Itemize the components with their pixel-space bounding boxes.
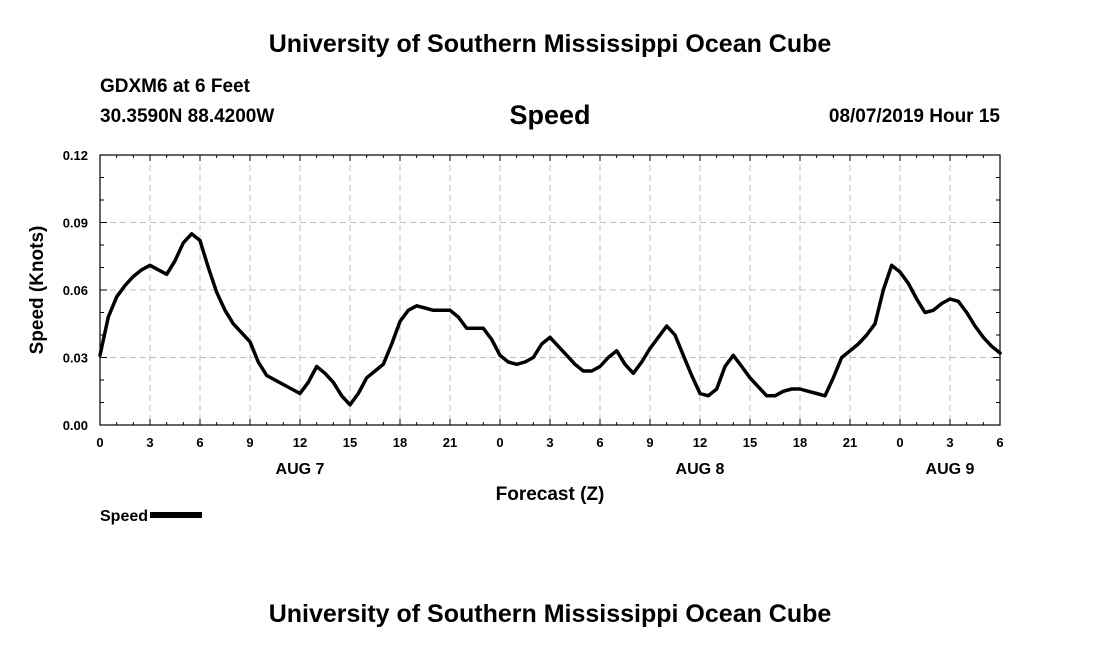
x-tick-label: 21 xyxy=(443,435,457,450)
day-label: AUG 7 xyxy=(276,461,325,478)
y-axis-title: Speed (Knots) xyxy=(27,226,48,355)
x-tick-label: 0 xyxy=(896,435,903,450)
x-tick-label: 9 xyxy=(646,435,653,450)
series-line-speed xyxy=(98,232,1002,407)
x-axis-title: Forecast (Z) xyxy=(496,484,605,505)
x-tick-label: 3 xyxy=(146,435,153,450)
y-tick-label: 0.09 xyxy=(63,216,88,231)
station-label: GDXM6 at 6 Feet xyxy=(100,76,250,97)
x-tick-label: 12 xyxy=(693,435,707,450)
day-label: AUG 8 xyxy=(676,461,725,478)
x-tick-label: 15 xyxy=(343,435,357,450)
x-tick-label: 9 xyxy=(246,435,253,450)
day-label: AUG 9 xyxy=(926,461,975,478)
x-tick-label: 18 xyxy=(393,435,407,450)
legend-label: Speed xyxy=(100,508,149,525)
x-tick-label: 18 xyxy=(793,435,807,450)
x-tick-label: 15 xyxy=(743,435,757,450)
legend: Speed xyxy=(100,508,203,526)
x-tick-label: 6 xyxy=(596,435,603,450)
page-title: University of Southern Mississippi Ocean… xyxy=(268,30,832,58)
x-tick-label: 3 xyxy=(546,435,553,450)
y-tick-label: 0.03 xyxy=(63,351,88,366)
x-tick-label: 3 xyxy=(946,435,953,450)
x-tick-label: 0 xyxy=(96,435,103,450)
x-tick-label: 6 xyxy=(196,435,203,450)
y-tick-label: 0.00 xyxy=(63,418,88,433)
legend-swatch xyxy=(150,511,203,518)
footer-title: University of Southern Mississippi Ocean… xyxy=(268,600,832,628)
y-tick-label: 0.06 xyxy=(63,283,88,298)
x-tick-label: 21 xyxy=(843,435,857,450)
chart-title: Speed xyxy=(509,100,591,130)
y-tick-label: 0.12 xyxy=(63,148,88,163)
coordinates-label: 30.3590N 88.4200W xyxy=(100,106,275,127)
forecast-datetime: 08/07/2019 Hour 15 xyxy=(828,106,1000,127)
x-tick-label: 6 xyxy=(996,435,1003,450)
x-tick-label: 12 xyxy=(293,435,307,450)
x-tick-label: 0 xyxy=(496,435,503,450)
plot-frame xyxy=(99,154,1001,426)
